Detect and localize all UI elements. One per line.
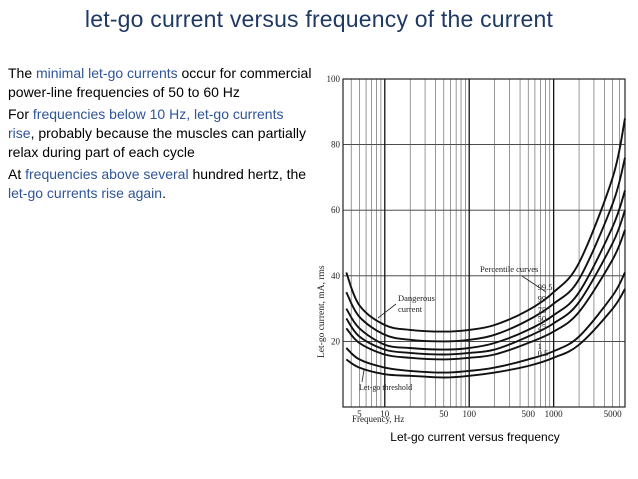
threshold-pointer [361,369,365,383]
bullet-item: At frequencies above several hundred her… [8,165,313,203]
x-tick-label: 10 [380,409,390,419]
curve-99-5 [345,118,626,333]
percentile-curves-label: Percentile curves [480,264,538,274]
curve-99 [345,157,626,343]
bullet-text: occur for commercial power-line frequenc… [8,65,312,100]
curve-25 [345,229,626,361]
dangerous-current-label-1: Dangerous [398,293,435,303]
x-axis-label: Frequency, Hz [352,414,404,424]
y-tick-labels: 20 40 60 80 100 [327,74,341,346]
bullet-text: At [8,166,26,182]
bullet-text: , probably because the muscles can parti… [8,125,307,160]
percentile-curves [345,118,626,379]
letgo-current-chart: 20 40 60 80 100 5 10 50 100 500 1000 5000 Let-go c… [317,74,626,424]
bullet-list: The minimal let-go currents occur for co… [8,64,313,206]
x-tick-labels: 5 10 50 100 500 1000 5000 [357,409,622,419]
chart-grid [343,79,625,407]
curve-75 [345,190,626,351]
curve-0-5 [345,288,626,379]
curve-label: 1 [538,341,542,351]
highlighted-text: let-go currents rise again [8,185,163,201]
slide-title: let-go current versus frequency of the c… [84,6,554,32]
bullet-text: hundred hertz, the [188,166,307,182]
x-tick-label: 1000 [545,409,564,419]
dangerous-pointer [377,303,397,319]
curve-label: 99.5 [538,282,553,292]
plot-frame [342,78,626,408]
bullet-item: The minimal let-go currents occur for co… [8,64,313,102]
curve-1 [345,272,626,374]
curve-label: 50 [538,313,547,323]
highlighted-text: frequencies above several [25,166,189,182]
bullet-text: The [8,65,37,81]
percentile-pointer [521,275,547,293]
y-axis-label: Let-go current, mA, rms [317,265,327,358]
highlighted-text: frequencies below 10 Hz, let-go currents… [8,106,284,141]
y-tick-label: 60 [331,205,341,215]
x-tick-label: 5000 [604,409,623,419]
curve-label: 0.5 [538,348,549,358]
curve-label: 25 [538,322,547,332]
x-tick-label: 50 [439,409,449,419]
curve-label: 75 [538,305,547,315]
y-tick-label: 80 [331,140,341,150]
x-tick-label: 100 [462,409,476,419]
bullet-item: For frequencies below 10 Hz, let-go curr… [8,105,313,162]
x-tick-label: 500 [521,409,535,419]
curve-label: 99 [538,294,547,304]
letgo-threshold-label: Let-go threshold [359,383,412,392]
y-tick-label: 40 [331,271,341,281]
y-tick-label: 20 [331,336,341,346]
curve-50 [345,209,626,356]
bullet-text: . [162,185,166,201]
bullet-text: For [8,106,33,122]
y-tick-label: 100 [327,74,341,84]
dangerous-current-label-2: current [398,304,423,314]
highlighted-text: minimal let-go currents [36,65,178,81]
figure-caption: Let-go current versus frequency [390,430,560,444]
x-tick-label: 5 [357,409,362,419]
